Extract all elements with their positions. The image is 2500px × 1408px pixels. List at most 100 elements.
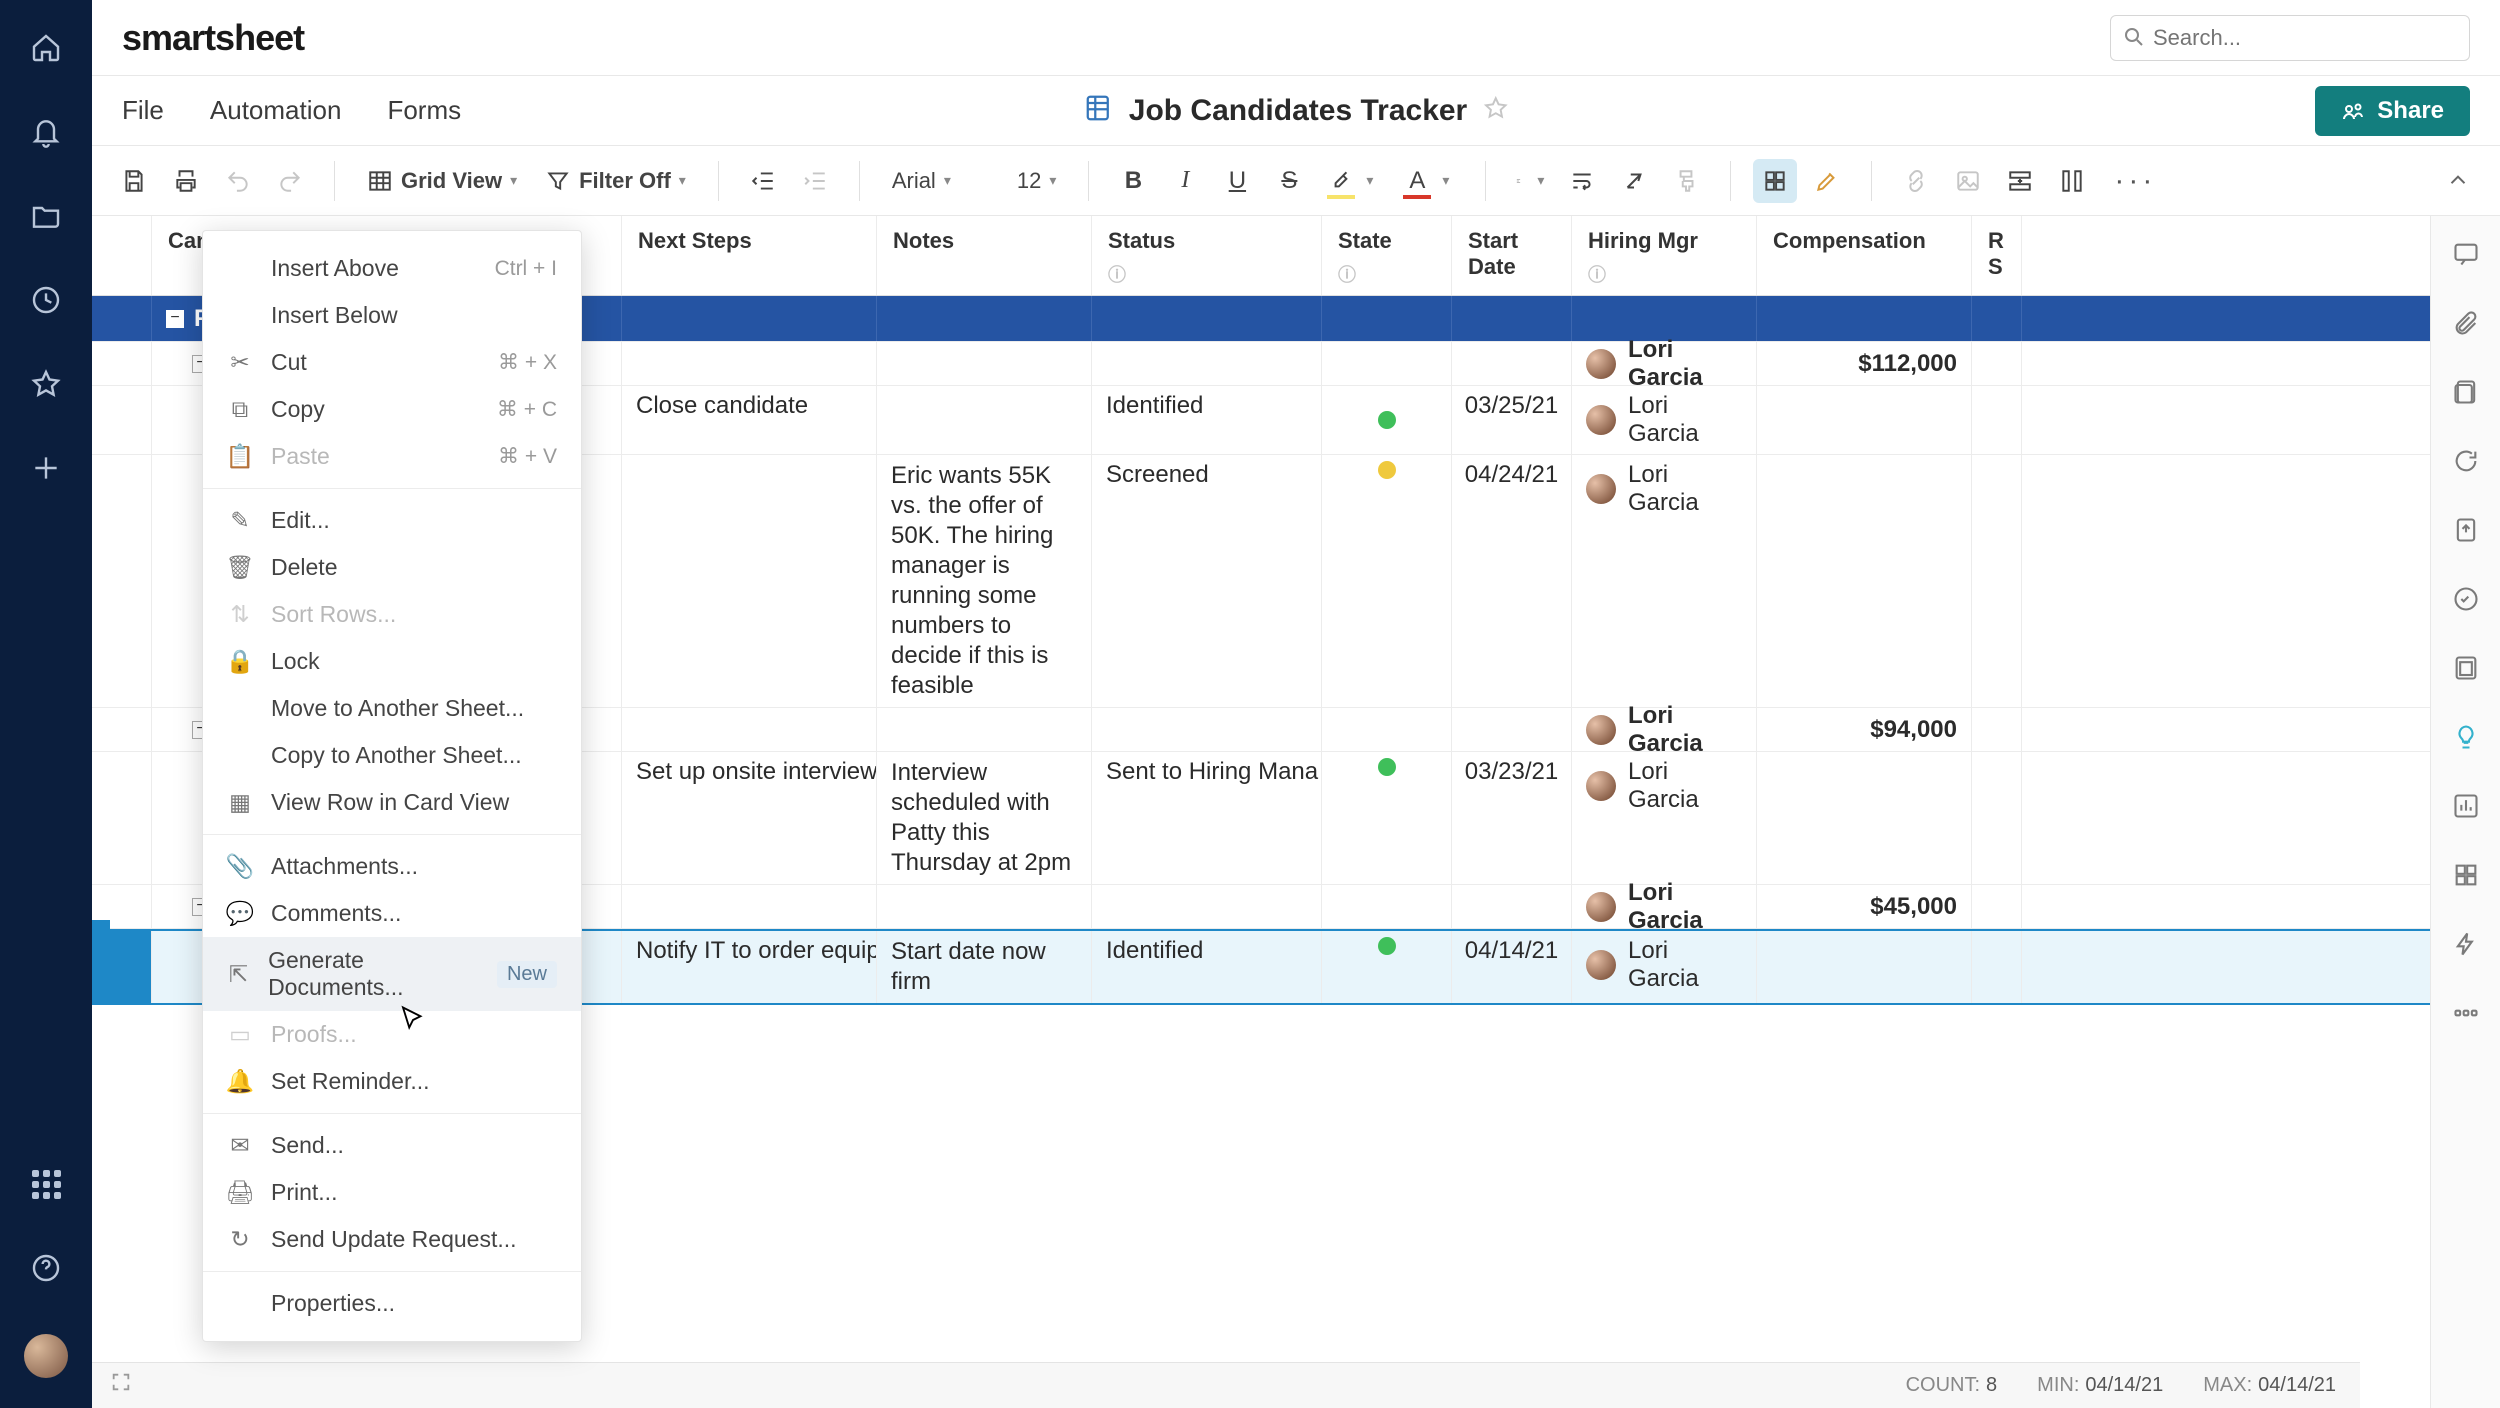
- count-value: 8: [1986, 1374, 1997, 1396]
- home-icon[interactable]: [28, 30, 64, 66]
- apps-icon[interactable]: [28, 1166, 64, 1202]
- lock-icon: 🔒: [227, 648, 253, 675]
- cm-comments[interactable]: 💬Comments...: [203, 890, 581, 937]
- status: Identified: [1106, 937, 1203, 965]
- menu-forms[interactable]: Forms: [387, 95, 461, 126]
- toolbar: Grid View ▾ Filter Off ▾ Arial ▾ 12 ▾: [92, 146, 2500, 216]
- format-painter-icon[interactable]: [1664, 159, 1708, 203]
- undo-icon[interactable]: [216, 159, 260, 203]
- search-input[interactable]: [2110, 15, 2470, 61]
- print-icon[interactable]: [164, 159, 208, 203]
- state-dot-icon: [1378, 461, 1396, 479]
- create-icon[interactable]: [28, 450, 64, 486]
- summary-icon[interactable]: [2452, 654, 2480, 687]
- col-header-next-steps[interactable]: Next Steps: [622, 216, 877, 295]
- doc-title-wrap: Job Candidates Tracker: [1083, 93, 1509, 128]
- col-header-status[interactable]: Statusⓘ: [1092, 216, 1322, 295]
- cm-card-view[interactable]: ▦View Row in Card View: [203, 779, 581, 826]
- cm-update-request[interactable]: ↻Send Update Request...: [203, 1216, 581, 1263]
- clear-format-icon[interactable]: [1612, 159, 1656, 203]
- cm-reminder[interactable]: 🔔Set Reminder...: [203, 1058, 581, 1105]
- image-icon[interactable]: [1946, 159, 1990, 203]
- favorites-icon[interactable]: [28, 366, 64, 402]
- publish-icon[interactable]: [2452, 516, 2480, 549]
- col-header-hiring-mgr[interactable]: Hiring Mgrⓘ: [1572, 216, 1757, 295]
- attachments-icon[interactable]: [2452, 309, 2480, 342]
- menu-file[interactable]: File: [122, 95, 164, 126]
- font-family-dropdown[interactable]: Arial ▾: [882, 159, 961, 203]
- italic-icon[interactable]: I: [1163, 159, 1207, 203]
- align-icon[interactable]: ▾: [1508, 159, 1552, 203]
- notifications-icon[interactable]: [28, 114, 64, 150]
- col-header-compensation[interactable]: Compensation: [1757, 216, 1972, 295]
- search-wrap: [2110, 15, 2470, 61]
- cm-generate-documents[interactable]: ⇱Generate Documents...New: [203, 937, 581, 1011]
- text-color-icon[interactable]: A▾: [1395, 159, 1439, 203]
- cm-copy[interactable]: ⧉Copy⌘ + C: [203, 386, 581, 433]
- share-button[interactable]: Share: [2315, 86, 2470, 136]
- cm-print[interactable]: 🖨Print...: [203, 1169, 581, 1216]
- link-icon[interactable]: [1894, 159, 1938, 203]
- cm-lock[interactable]: 🔒Lock: [203, 638, 581, 685]
- redo-icon[interactable]: [268, 159, 312, 203]
- col-header-rownum[interactable]: [92, 216, 152, 295]
- conditional-format-icon[interactable]: [1753, 159, 1797, 203]
- indent-icon[interactable]: [793, 159, 837, 203]
- cm-delete[interactable]: 🗑Delete: [203, 544, 581, 591]
- cm-copy-sheet[interactable]: Copy to Another Sheet...: [203, 732, 581, 779]
- menu-automation[interactable]: Automation: [210, 95, 342, 126]
- cm-insert-below[interactable]: Insert Below: [203, 292, 581, 339]
- strikethrough-icon[interactable]: S: [1267, 159, 1311, 203]
- collapse-icon[interactable]: −: [166, 310, 184, 328]
- cm-properties[interactable]: Properties...: [203, 1280, 581, 1327]
- cm-edit[interactable]: ✎Edit...: [203, 497, 581, 544]
- avatar: [1586, 405, 1616, 435]
- filter-button[interactable]: Filter Off ▾: [535, 159, 696, 203]
- folder-icon[interactable]: [28, 198, 64, 234]
- grid-small-icon[interactable]: [2452, 861, 2480, 894]
- highlight-changes-icon[interactable]: [1805, 159, 1849, 203]
- user-avatar[interactable]: [24, 1334, 68, 1378]
- more-icon[interactable]: ···: [2102, 159, 2168, 203]
- sheet-icon: [1083, 93, 1113, 128]
- proofs-icon[interactable]: [2452, 378, 2480, 411]
- chart-icon[interactable]: [2452, 792, 2480, 825]
- cm-cut[interactable]: ✂Cut⌘ + X: [203, 339, 581, 386]
- save-icon[interactable]: [112, 159, 156, 203]
- help-icon[interactable]: [28, 1250, 64, 1286]
- cm-move-sheet[interactable]: Move to Another Sheet...: [203, 685, 581, 732]
- insert-row-icon[interactable]: [1998, 159, 2042, 203]
- font-size-dropdown[interactable]: 12 ▾: [1007, 159, 1067, 203]
- view-switcher[interactable]: Grid View ▾: [357, 159, 527, 203]
- conversations-icon[interactable]: [2452, 240, 2480, 273]
- fill-color-icon[interactable]: ▾: [1319, 159, 1363, 203]
- outdent-icon[interactable]: [741, 159, 785, 203]
- more-rail-icon[interactable]: [2452, 999, 2480, 1032]
- doc-export-icon: ⇱: [227, 961, 250, 988]
- wrap-text-icon[interactable]: [1560, 159, 1604, 203]
- col-header-notes[interactable]: Notes: [877, 216, 1092, 295]
- column-icon[interactable]: [2050, 159, 2094, 203]
- col-header-state[interactable]: Stateⓘ: [1322, 216, 1452, 295]
- collapse-toolbar-icon[interactable]: [2436, 159, 2480, 203]
- cm-insert-above[interactable]: Insert AboveCtrl + I: [203, 245, 581, 292]
- view-label: Grid View: [401, 168, 502, 194]
- refresh-icon[interactable]: [2452, 447, 2480, 480]
- tips-icon[interactable]: [2452, 723, 2480, 756]
- max-value: 04/14/21: [2258, 1374, 2336, 1396]
- cm-attachments[interactable]: 📎Attachments...: [203, 843, 581, 890]
- favorite-star-icon[interactable]: [1483, 95, 1509, 126]
- underline-icon[interactable]: U: [1215, 159, 1259, 203]
- activity-log-icon[interactable]: [2452, 585, 2480, 618]
- col-header-start-date[interactable]: Start Date: [1452, 216, 1572, 295]
- col-header-rs[interactable]: R S: [1972, 216, 2022, 295]
- bold-icon[interactable]: B: [1111, 159, 1155, 203]
- expand-icon[interactable]: [110, 1371, 132, 1398]
- cm-send[interactable]: ✉Send...: [203, 1122, 581, 1169]
- min-label: MIN:: [2037, 1374, 2079, 1396]
- automation-rail-icon[interactable]: [2452, 930, 2480, 963]
- notes: Interview scheduled with Patty this Thur…: [891, 758, 1077, 878]
- mgr-name: Lori Garcia: [1628, 392, 1742, 448]
- max-label: MAX:: [2203, 1374, 2252, 1396]
- recents-icon[interactable]: [28, 282, 64, 318]
